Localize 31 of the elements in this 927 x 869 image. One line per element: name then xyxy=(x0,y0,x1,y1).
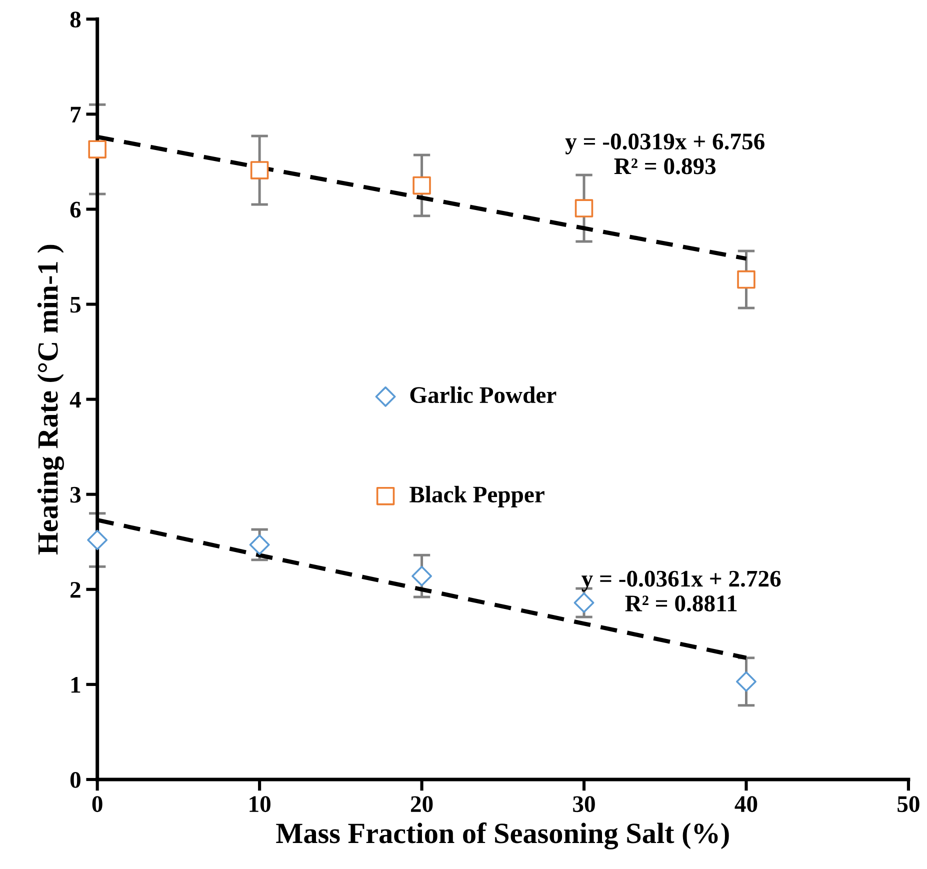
legend-label: Garlic Powder xyxy=(410,386,556,404)
annotation: y = -0.0361x + 2.726 R² = 0.8811 xyxy=(582,570,781,612)
point xyxy=(249,534,270,555)
point xyxy=(574,199,594,218)
annotation: y = -0.0319x + 6.756 R² = 0.893 xyxy=(565,134,764,174)
x-tick-label: 10 xyxy=(250,796,270,812)
point xyxy=(87,530,108,550)
y-tick-label: 2 xyxy=(70,582,80,598)
x-tick-label: 50 xyxy=(898,796,920,812)
y-tick-label: 0 xyxy=(70,772,80,788)
y-tick-label: 4 xyxy=(70,392,81,408)
x-tick-label: 20 xyxy=(410,796,433,812)
x-axis-title: Mass Fraction of Seasoning Salt (%) xyxy=(276,822,729,850)
point xyxy=(250,161,269,180)
point xyxy=(737,270,756,289)
x-tick-label: 0 xyxy=(92,796,102,812)
x-tick-label: 30 xyxy=(573,796,595,812)
point xyxy=(574,592,594,613)
point xyxy=(412,176,431,195)
y-axis-title: Heating Rate (°C min-1 ) xyxy=(37,244,64,554)
legend-label: Black Pepper xyxy=(410,486,544,508)
y-tick-label: 7 xyxy=(70,106,81,122)
point xyxy=(412,566,432,586)
point xyxy=(88,140,106,158)
point xyxy=(736,671,756,692)
y-tick-label: 8 xyxy=(70,12,81,28)
y-tick-label: 3 xyxy=(70,486,81,503)
y-tick-label: 5 xyxy=(70,296,80,313)
y-tick-label: 6 xyxy=(70,202,81,218)
y-tick-label: 1 xyxy=(71,677,80,693)
x-tick-label: 40 xyxy=(734,796,758,812)
